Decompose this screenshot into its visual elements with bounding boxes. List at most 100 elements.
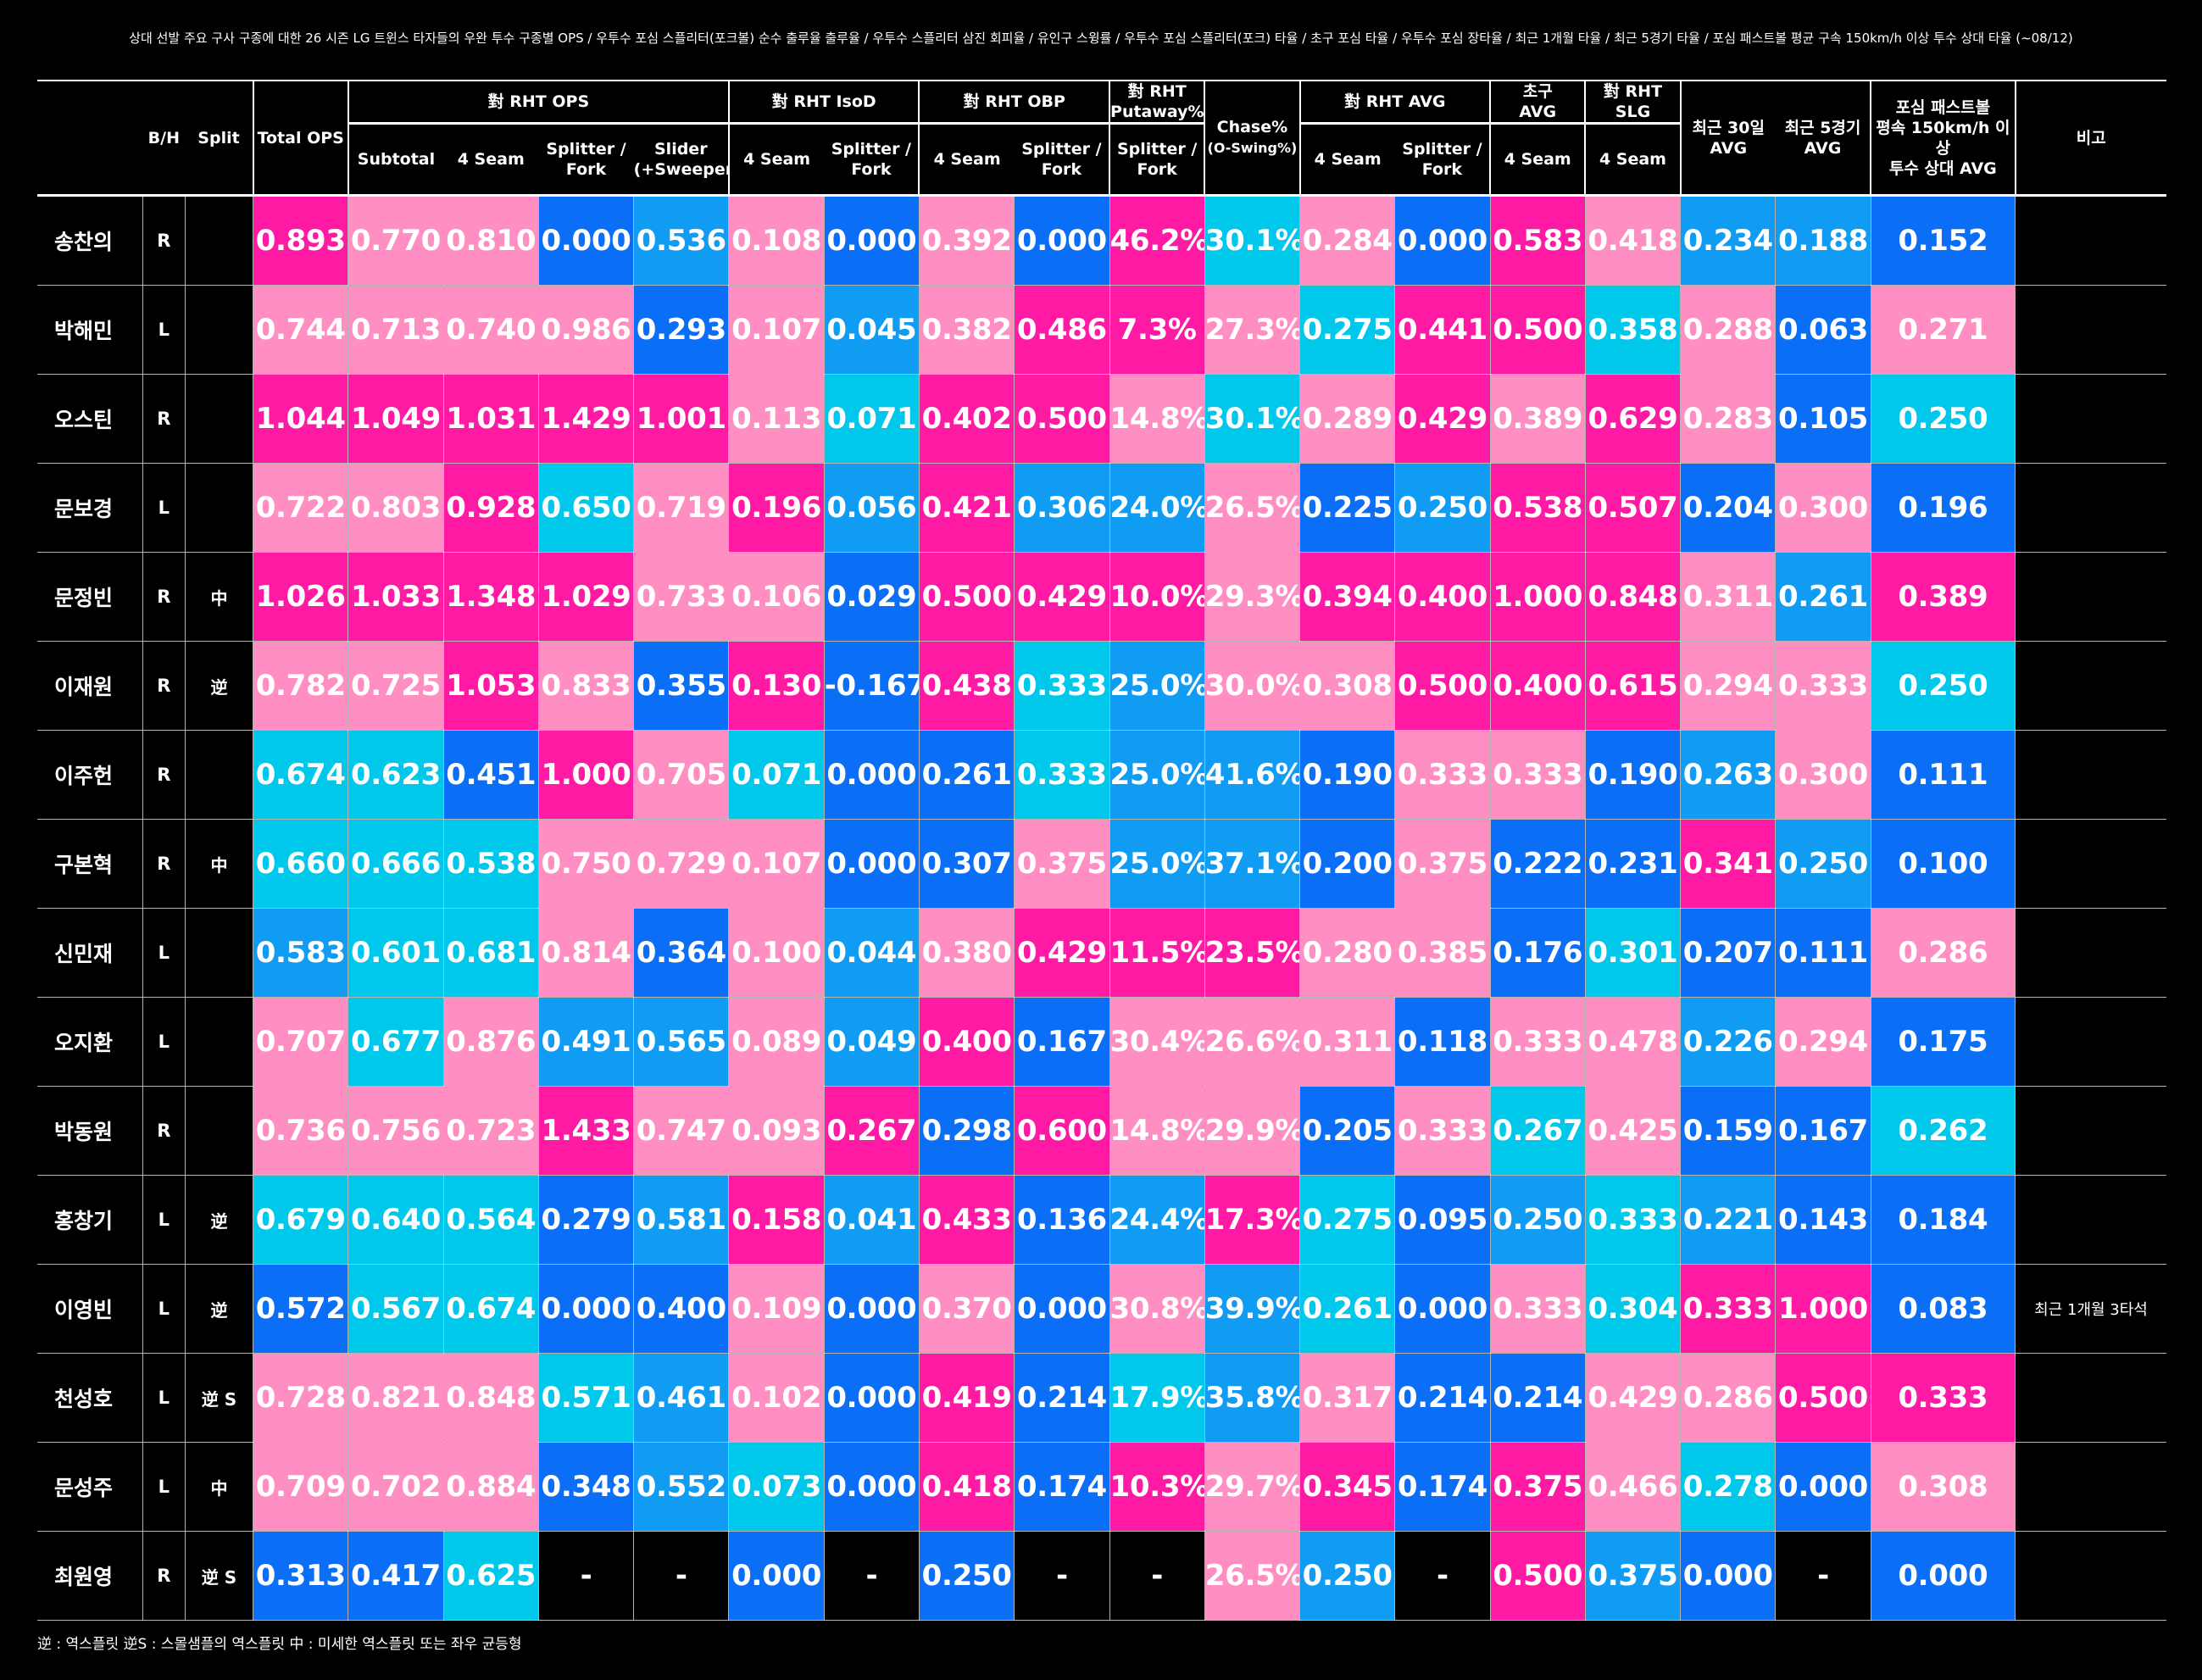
stat-cell: 0.143: [1775, 1175, 1871, 1265]
note-cell: [2015, 997, 2166, 1087]
split-type: [184, 374, 254, 464]
stat-cell: 0.744: [253, 285, 349, 375]
stat-cell: -: [537, 1531, 635, 1621]
stat-cell: 0.000: [1775, 1442, 1871, 1532]
stat-cell: 0.000: [1680, 1531, 1777, 1621]
header-rht-putaway: 對 RHT Putaway%: [1109, 80, 1205, 125]
header-first-pitch-4seam: 4 Seam: [1489, 123, 1586, 197]
stat-cell: 0.333: [1014, 730, 1110, 820]
stat-cell: 0.250: [1775, 819, 1871, 909]
split-type: 中: [184, 1442, 254, 1532]
stat-cell: 0.884: [442, 1442, 539, 1532]
stat-cell: 0.466: [1584, 1442, 1682, 1532]
stat-cell: 26.5%: [1204, 463, 1301, 553]
stat-cell: 0.583: [253, 908, 349, 998]
table-row: 천성호 L 逆 S 0.728 0.821 0.848 0.571 0.461 0.102 0.0…: [37, 1353, 2166, 1443]
header-last5: 최근 5경기 AVG: [1775, 80, 1871, 197]
header-ops-subtotal: Subtotal: [347, 123, 444, 197]
header-rht-slg: 對 RHT SLG: [1584, 80, 1681, 125]
split-type: [184, 730, 254, 820]
stat-cell: 1.000: [1775, 1264, 1871, 1354]
stat-cell: 0.425: [1584, 1086, 1682, 1176]
stat-cell: 0.000: [823, 1264, 920, 1354]
header-fastball-line2: 평속 150km/h 이상: [1876, 118, 2010, 158]
header-ops-splitter-line1: Splitter /: [546, 140, 626, 159]
player-name: 홍창기: [37, 1175, 143, 1265]
stat-cell: 0.747: [633, 1086, 730, 1176]
split-type: 逆: [184, 1175, 254, 1265]
stat-cell: 0.304: [1584, 1264, 1682, 1354]
header-split: Split: [185, 80, 253, 197]
batting-hand: L: [142, 997, 186, 1087]
stat-cell: 0.293: [633, 285, 730, 375]
note-cell: [2015, 641, 2166, 731]
header-ops-slider: Slider(+Sweeper): [633, 123, 729, 197]
stat-cell: 0.429: [1014, 908, 1110, 998]
stat-cell: 0.288: [1680, 285, 1777, 375]
stat-cell: 0.581: [633, 1175, 730, 1265]
header-isod-splitter: Splitter / Fork: [824, 123, 920, 197]
stat-cell: 0.275: [1299, 1175, 1396, 1265]
split-type: [184, 463, 254, 553]
stat-cell: 0.375: [1014, 819, 1110, 909]
stat-cell: 0.419: [918, 1353, 1015, 1443]
stat-cell: 0.175: [1870, 997, 2016, 1087]
stat-cell: 0.400: [1489, 641, 1586, 731]
header-isod-splitter-line1: Splitter /: [831, 140, 911, 159]
stat-cell: 0.049: [823, 997, 920, 1087]
batting-hand: L: [142, 1264, 186, 1354]
table-row: 문정빈 R 中 1.026 1.033 1.348 1.029 0.733 0.106 0.029…: [37, 552, 2166, 642]
stat-cell: 0.231: [1584, 819, 1682, 909]
header-chase: Chase% (O-Swing%): [1204, 80, 1300, 197]
player-name: 이영빈: [37, 1264, 143, 1354]
stat-cell: 0.725: [348, 641, 444, 731]
stat-cell: 0.190: [1299, 730, 1396, 820]
stat-cell: 0.301: [1584, 908, 1682, 998]
stat-cell: 1.026: [253, 552, 349, 642]
split-type: 逆: [184, 641, 254, 731]
note-cell: [2015, 1175, 2166, 1265]
stat-cell: 0.740: [442, 285, 539, 375]
stat-cell: 1.033: [348, 552, 444, 642]
stat-cell: 0.441: [1394, 285, 1491, 375]
stat-cell: -: [823, 1531, 920, 1621]
note-cell: 최근 1개월 3타석: [2015, 1264, 2166, 1354]
stat-cell: 0.250: [1870, 374, 2016, 464]
stat-cell: 0.280: [1299, 908, 1396, 998]
stat-cell: 0.418: [1584, 195, 1682, 286]
stat-cell: 0.429: [1394, 374, 1491, 464]
stat-cell: 0.167: [1014, 997, 1110, 1087]
header-last5-line1: 최근 5경기: [1784, 118, 1861, 137]
stat-cell: 0.451: [442, 730, 539, 820]
header-chase-line1: Chase%: [1216, 118, 1288, 136]
table-row: 최원영 R 逆 S 0.313 0.417 0.625- -0.000-0.250- -26.…: [37, 1531, 2166, 1621]
stat-cell: 0.536: [633, 195, 730, 286]
split-type: [184, 997, 254, 1087]
batting-hand: L: [142, 1353, 186, 1443]
stat-cell: 0.666: [348, 819, 444, 909]
stat-cell: 0.196: [728, 463, 825, 553]
stat-cell: 0.629: [1584, 374, 1682, 464]
header-obp-splitter-line1: Splitter /: [1021, 140, 1102, 159]
stat-cell: 0.109: [728, 1264, 825, 1354]
table-row: 이영빈 L 逆 0.572 0.567 0.674 0.000 0.400 0.109 0.000…: [37, 1264, 2166, 1354]
player-name: 문보경: [37, 463, 143, 553]
stat-cell: 0.572: [253, 1264, 349, 1354]
stat-cell: 0.308: [1299, 641, 1396, 731]
stat-cell: 0.041: [823, 1175, 920, 1265]
stat-cell: 0.681: [442, 908, 539, 998]
stat-cell: 0.348: [537, 1442, 635, 1532]
stat-cell: 0.159: [1680, 1086, 1777, 1176]
stat-cell: 0.402: [918, 374, 1015, 464]
header-slg-4seam: 4 Seam: [1584, 123, 1681, 197]
stat-cell: 0.750: [537, 819, 635, 909]
stat-cell: 0.333: [1775, 641, 1871, 731]
stat-cell: 0.500: [1394, 641, 1491, 731]
note-cell: [2015, 819, 2166, 909]
header-first-pitch-line2: AVG: [1519, 103, 1557, 121]
stat-cell: 0.928: [442, 463, 539, 553]
note-cell: [2015, 374, 2166, 464]
stat-cell: 0.848: [442, 1353, 539, 1443]
stat-cell: 0.370: [918, 1264, 1015, 1354]
stat-cell: 0.341: [1680, 819, 1777, 909]
